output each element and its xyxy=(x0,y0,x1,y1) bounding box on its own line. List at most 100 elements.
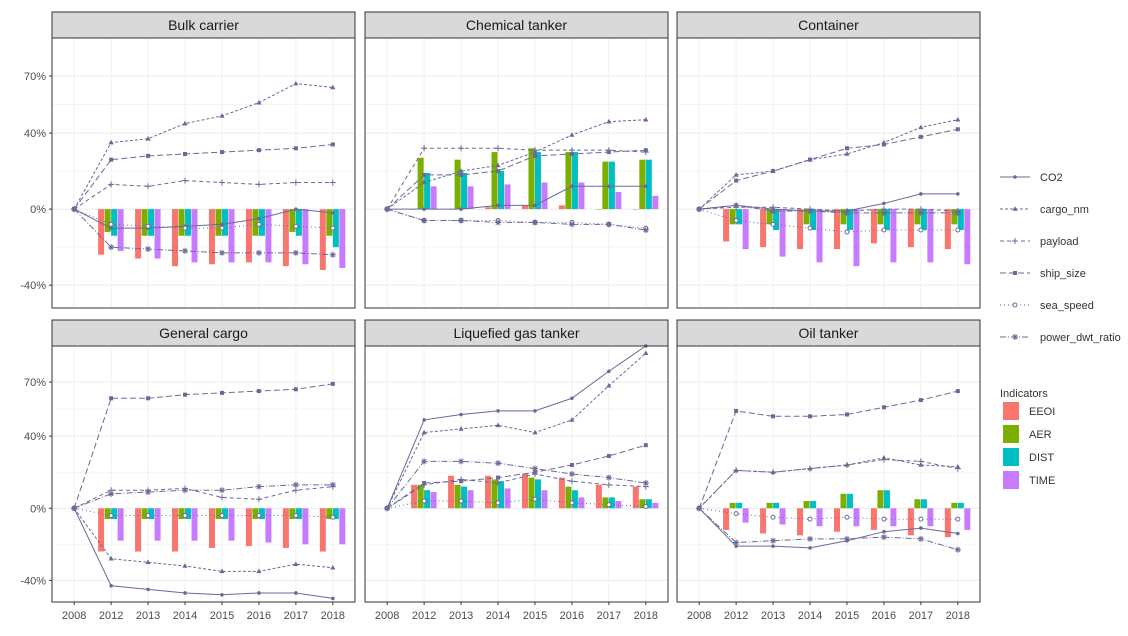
bar-dist xyxy=(645,499,652,509)
facet-strip xyxy=(364,319,669,347)
bar-dist xyxy=(148,508,155,520)
x-tick-label: 2008 xyxy=(62,610,86,622)
marker-ship-size xyxy=(422,172,427,177)
bar-dist xyxy=(571,152,578,210)
bar-aer xyxy=(289,209,296,232)
marker-ship-size xyxy=(330,381,335,386)
marker-CO2 xyxy=(956,192,960,196)
bar-aer xyxy=(528,148,535,210)
marker-payload xyxy=(954,465,961,472)
legend-label: power_dwt_ratio xyxy=(1040,332,1121,344)
bar-eeoi xyxy=(797,508,804,536)
marker-payload xyxy=(770,469,777,476)
marker-payload xyxy=(458,145,465,152)
x-tick-label: 2015 xyxy=(523,610,547,622)
bar-aer xyxy=(803,209,810,225)
marker-power-dwt-ratio xyxy=(458,458,465,465)
bar-dist xyxy=(498,481,505,509)
marker-CO2 xyxy=(109,226,113,230)
facet-panel-5: Oil tanker 2008 2012 2013 2014 2015 2016 2017 20… xyxy=(676,319,981,622)
bar-aer xyxy=(565,152,572,210)
marker-ship-size xyxy=(844,412,849,417)
bar-time xyxy=(504,488,511,509)
marker-cargo-nm xyxy=(606,118,612,124)
bar-time xyxy=(578,497,585,509)
panel-border xyxy=(364,37,669,309)
marker-power-dwt-ratio xyxy=(880,209,887,216)
marker-ship-size xyxy=(734,408,739,413)
marker-sea-speed xyxy=(182,225,188,231)
marker-CO2 xyxy=(422,418,426,422)
bar-eeoi xyxy=(135,508,142,552)
bar-time xyxy=(742,209,749,250)
legend-label: payload xyxy=(1040,236,1079,248)
bar-time xyxy=(228,209,235,263)
bar-dist xyxy=(920,499,927,509)
legend-label: TIME xyxy=(1029,475,1055,487)
line-payload xyxy=(73,180,333,210)
marker-CO2 xyxy=(496,409,500,413)
marker-payload xyxy=(880,456,887,463)
marker-payload xyxy=(531,147,538,154)
marker-power-dwt-ratio xyxy=(568,221,575,228)
bar-eeoi xyxy=(907,209,914,248)
marker-power-dwt-ratio xyxy=(642,227,649,234)
line-sea-speed xyxy=(74,507,333,518)
line-ship-size xyxy=(698,128,958,210)
bar-dist xyxy=(111,209,118,236)
bar-eeoi xyxy=(760,209,767,248)
bar-dist xyxy=(461,173,468,210)
bar-dist xyxy=(736,209,743,225)
bar-dist xyxy=(221,209,228,236)
x-tick-label: 2018 xyxy=(321,610,345,622)
marker-cargo-nm xyxy=(918,462,924,467)
marker-cargo-nm xyxy=(733,172,739,177)
line-cargo-nm xyxy=(386,119,646,210)
bar-time xyxy=(467,186,474,210)
marker-ship-size xyxy=(330,142,335,147)
marker-payload xyxy=(329,179,336,186)
bar-eeoi xyxy=(833,209,840,250)
bar-time xyxy=(430,492,437,509)
bar-eeoi xyxy=(723,209,730,242)
marker-cargo-nm xyxy=(495,422,501,428)
bar-time xyxy=(191,508,198,541)
line-ship-size xyxy=(73,383,333,509)
bar-eeoi xyxy=(98,209,105,255)
bar-eeoi xyxy=(870,209,877,244)
x-tick-label: 2016 xyxy=(247,610,271,622)
marker-ship-size xyxy=(771,414,776,419)
x-tick-label: 2015 xyxy=(835,610,859,622)
marker-CO2 xyxy=(331,596,335,601)
marker-power-dwt-ratio xyxy=(71,505,78,512)
marker-power-dwt-ratio xyxy=(880,534,887,541)
line-power-dwt-ratio xyxy=(73,484,333,509)
marker-ship-size xyxy=(146,153,151,158)
bar-aer xyxy=(729,209,736,225)
marker-CO2 xyxy=(220,592,224,597)
line-power-dwt-ratio xyxy=(387,208,646,231)
marker-sea-speed xyxy=(108,221,114,227)
marker-power-dwt-ratio xyxy=(531,465,538,472)
bar-time xyxy=(927,508,934,527)
bar-time xyxy=(578,182,585,210)
bar-eeoi xyxy=(208,209,215,265)
marker-CO2 xyxy=(644,184,648,189)
bar-dist xyxy=(608,497,615,509)
bar-dist xyxy=(498,171,505,210)
marker-payload xyxy=(292,179,299,186)
line-cargo-nm xyxy=(73,507,333,572)
marker-sea-speed xyxy=(182,512,188,518)
marker-power-dwt-ratio xyxy=(255,249,262,256)
bar-dist xyxy=(424,173,431,210)
x-tick-label: 2012 xyxy=(724,610,748,622)
bar-dist xyxy=(645,159,652,210)
bar-aer xyxy=(766,502,773,509)
y-tick-label: -40% xyxy=(20,280,46,292)
bar-eeoi xyxy=(558,205,565,210)
marker-CO2 xyxy=(607,369,611,374)
marker-sea-speed xyxy=(532,496,538,502)
bar-aer xyxy=(602,161,609,210)
marker-power-dwt-ratio xyxy=(145,489,152,496)
marker-cargo-nm xyxy=(421,429,427,435)
